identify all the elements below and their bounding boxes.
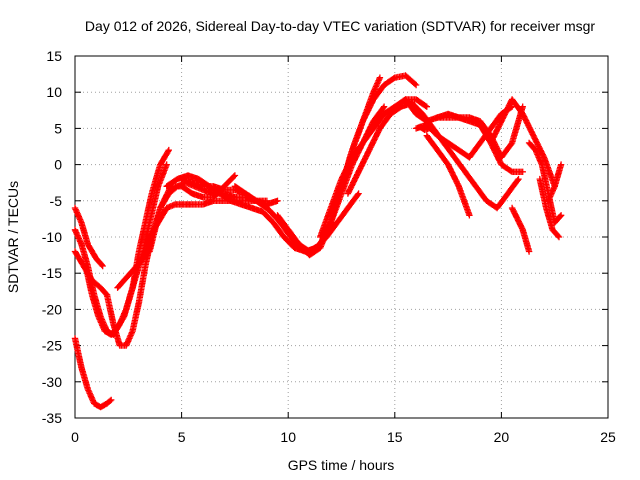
x-tick-label: 20	[494, 429, 510, 445]
y-tick-label: 0	[54, 157, 62, 173]
x-axis-label: GPS time / hours	[288, 457, 395, 473]
series-sat-r	[434, 103, 526, 161]
series-sat-x	[417, 123, 433, 133]
series-markers	[146, 172, 239, 255]
y-tick-label: -25	[42, 338, 62, 354]
series-markers	[423, 132, 473, 219]
data-points	[71, 72, 565, 411]
axis-ticks	[74, 55, 609, 419]
series-sat-w	[545, 161, 565, 204]
series-markers	[525, 139, 565, 226]
y-tick-label: 10	[46, 84, 62, 100]
series-sat-a	[71, 335, 115, 411]
series-sat-c	[71, 204, 106, 270]
y-tick-label: 5	[54, 120, 62, 136]
y-tick-label: -30	[42, 374, 62, 390]
series-sat-u	[525, 139, 565, 226]
series-sat-s	[487, 96, 558, 190]
y-tick-label: -20	[42, 301, 62, 317]
y-axis-label: SDTVAR / TECUs	[5, 181, 21, 293]
x-tick-label: 5	[178, 429, 186, 445]
series-markers	[71, 335, 115, 411]
series-sat-q	[423, 132, 473, 219]
y-tick-label: -15	[42, 265, 62, 281]
x-tick-label: 10	[280, 429, 296, 445]
series-markers	[274, 74, 384, 255]
y-tick-label: -10	[42, 229, 62, 245]
x-tick-label: 25	[600, 429, 616, 445]
y-tick-labels: -35 -30 -25 -20 -15 -10 -5 0 5 10 15	[42, 48, 62, 426]
series-markers	[82, 161, 170, 338]
y-tick-label: -35	[42, 410, 62, 426]
series-sat-l	[274, 74, 384, 255]
series-markers	[545, 161, 565, 204]
series-markers	[434, 103, 526, 161]
series-markers	[71, 204, 106, 270]
series-sat-v	[536, 175, 563, 241]
x-tick-label: 15	[387, 429, 403, 445]
y-tick-label: -5	[50, 193, 63, 209]
series-markers	[487, 96, 558, 190]
series-sat-h	[146, 172, 239, 255]
series-markers	[417, 123, 433, 133]
series-sat-e	[82, 161, 170, 338]
chart-title: Day 012 of 2026, Sidereal Day-to-day VTE…	[85, 18, 595, 34]
x-tick-labels: 0 5 10 15 20 25	[71, 429, 616, 445]
y-tick-label: 15	[46, 48, 62, 64]
series-markers	[508, 204, 533, 255]
series-sat-t	[508, 204, 533, 255]
x-tick-label: 0	[71, 429, 79, 445]
series-markers	[536, 175, 563, 241]
